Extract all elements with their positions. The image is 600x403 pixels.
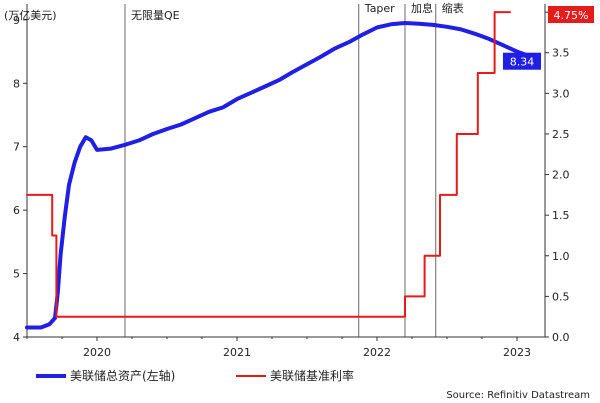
assets-line <box>25 21 540 330</box>
event-label: 无限量QE <box>131 9 180 22</box>
source-note: Source: Refinitiv Datastream <box>446 390 590 401</box>
left-axis: 4 5 6 7 8 9 <box>13 14 27 344</box>
right-tick-label: 1.0 <box>552 250 570 263</box>
right-tick-label: 2.0 <box>552 169 570 182</box>
left-tick-label: 7 <box>13 141 20 154</box>
legend-label-rate: 美联储基准利率 <box>270 368 354 383</box>
right-tick-label: 3.5 <box>552 47 570 60</box>
event-label: Taper <box>364 2 395 15</box>
rate-line <box>26 11 511 318</box>
left-axis-unit: (万亿美元) <box>4 9 57 22</box>
right-axis: 0.00.51.01.52.02.53.03.54.0 <box>545 6 570 344</box>
event-label: 加息 <box>411 1 433 15</box>
event-label: 缩表 <box>442 1 464 15</box>
left-tick-label: 6 <box>13 204 20 217</box>
right-tick-label: 0.0 <box>552 331 570 344</box>
right-tick-label: 1.5 <box>552 209 570 222</box>
assets-value-badge <box>503 52 541 70</box>
left-tick-label: 9 <box>13 14 20 27</box>
event-lines <box>124 4 437 337</box>
assets-value-label: 8.34 <box>510 56 535 69</box>
left-tick-label: 8 <box>13 77 20 90</box>
annotations: 无限量QE Taper 加息 缩表 <box>131 1 464 22</box>
x-tick-label: 2022 <box>363 346 391 359</box>
legend-label-assets: 美联储总资产(左轴) <box>70 368 175 383</box>
x-tick-label: 2021 <box>223 346 251 359</box>
right-tick-label: 3.0 <box>552 87 570 100</box>
x-tick-label: 2023 <box>503 346 531 359</box>
x-axis: 2020 2021 2022 2023 <box>26 337 531 359</box>
rate-value-label: 4.75% <box>554 9 589 22</box>
right-tick-label: 0.5 <box>552 290 570 303</box>
x-tick-label: 2020 <box>83 346 111 359</box>
rate-value-badge <box>548 6 594 23</box>
legend: 美联储总资产(左轴) 美联储基准利率 <box>36 368 354 383</box>
value-badges: 8.34 4.75% <box>503 6 594 70</box>
right-tick-label: 2.5 <box>552 128 570 141</box>
left-tick-label: 5 <box>13 268 20 281</box>
plot-frame <box>26 4 546 338</box>
series-layer <box>25 11 540 330</box>
left-tick-label: 4 <box>13 331 20 344</box>
